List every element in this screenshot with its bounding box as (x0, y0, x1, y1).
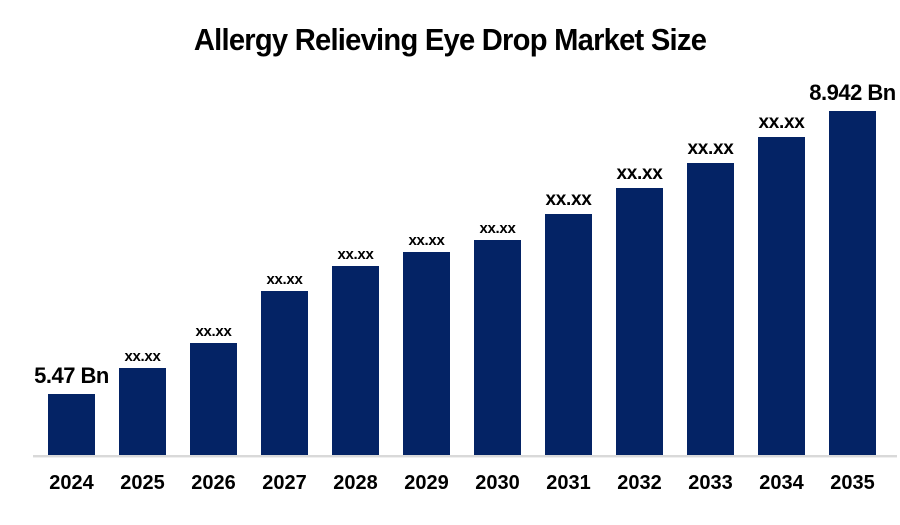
bar-value-label-2032: xx.xx (616, 163, 663, 184)
bar-group-2032: xx.xx 2032 (616, 163, 663, 494)
bar-value-label-2030: xx.xx (479, 220, 516, 237)
bar-value-label-2025: xx.xx (124, 348, 161, 365)
bar-value-label-2026: xx.xx (195, 323, 232, 340)
bar-group-2031: xx.xx 2031 (545, 189, 592, 494)
bar-2033 (687, 163, 734, 455)
bar-2030 (474, 240, 521, 455)
x-tick-label-2032: 2032 (617, 472, 662, 494)
bar-group-2034: xx.xx 2034 (758, 112, 805, 494)
bar-group-2026: xx.xx 2026 (190, 323, 237, 494)
x-tick-label-2033: 2033 (688, 472, 733, 494)
x-tick-label-2035: 2035 (830, 472, 875, 494)
x-tick-label-2027: 2027 (262, 472, 307, 494)
bar-value-label-2029: xx.xx (408, 232, 445, 249)
bar-2025 (119, 368, 166, 455)
bar-value-label-2024: 5.47 Bn (34, 363, 109, 388)
bar-value-label-2034: xx.xx (758, 112, 805, 133)
bar-2026 (190, 343, 237, 455)
bar-value-label-2027: xx.xx (266, 271, 303, 288)
bar-group-2027: xx.xx 2027 (261, 271, 308, 494)
bar-2031 (545, 214, 592, 455)
bar-group-2035: 8.942 Bn 2035 (809, 80, 896, 494)
bar-2034 (758, 137, 805, 455)
bar-2028 (332, 266, 379, 455)
bar-2027 (261, 291, 308, 455)
x-tick-label-2029: 2029 (404, 472, 449, 494)
bar-plot-area: 5.47 Bn 2024 xx.xx 2025 xx.xx 2026 xx.xx 2027 xx… (34, 70, 896, 494)
bar-value-label-2031: xx.xx (545, 189, 592, 210)
bar-group-2030: xx.xx 2030 (474, 220, 521, 494)
bar-2032 (616, 188, 663, 455)
x-tick-label-2026: 2026 (191, 472, 236, 494)
bar-2024 (48, 394, 95, 455)
bar-2029 (403, 252, 450, 455)
x-tick-label-2034: 2034 (759, 472, 804, 494)
chart-title: Allergy Relieving Eye Drop Market Size (193, 22, 707, 57)
bar-value-label-2028: xx.xx (337, 246, 374, 263)
bar-group-2024: 5.47 Bn 2024 (34, 363, 109, 494)
x-tick-label-2025: 2025 (120, 472, 165, 494)
x-tick-label-2024: 2024 (49, 472, 94, 494)
bar-2035 (829, 111, 876, 455)
bar-group-2028: xx.xx 2028 (332, 246, 379, 494)
x-axis-line (33, 455, 897, 457)
x-tick-label-2028: 2028 (333, 472, 378, 494)
bar-group-2025: xx.xx 2025 (119, 348, 166, 494)
bar-group-2033: xx.xx 2033 (687, 138, 734, 494)
x-tick-label-2030: 2030 (475, 472, 520, 494)
bar-value-label-2033: xx.xx (687, 138, 734, 159)
x-tick-label-2031: 2031 (546, 472, 591, 494)
bar-group-2029: xx.xx 2029 (403, 232, 450, 494)
bar-value-label-2035: 8.942 Bn (809, 80, 896, 105)
